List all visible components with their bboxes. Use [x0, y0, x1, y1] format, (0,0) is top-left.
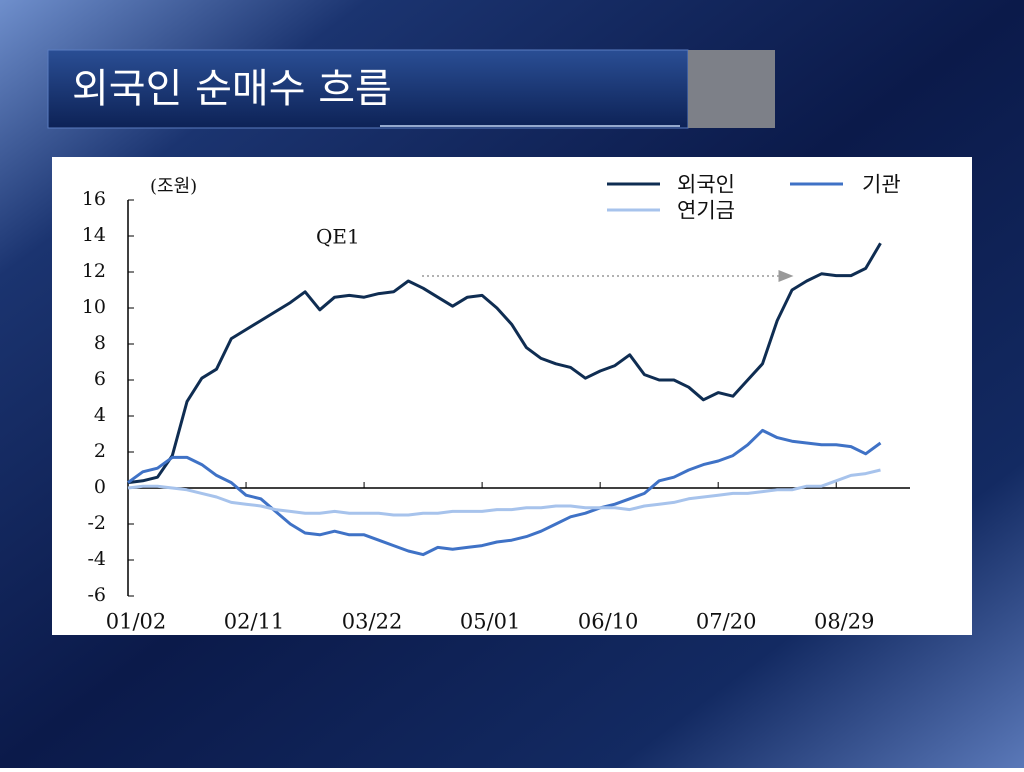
y-tick-label: 10 [82, 296, 106, 318]
legend-label: 외국인 [677, 173, 735, 197]
series-line [127, 428, 882, 557]
title-accent [688, 50, 775, 128]
plot: -6 -4 -2 0 2 4 6 8 10 12 14 16 01/02 02/11 03/22 05/01 0… [82, 173, 910, 634]
y-tick-label: 14 [82, 224, 106, 246]
y-tick-label: 2 [94, 440, 106, 462]
title-bar [47, 49, 689, 129]
series-line [127, 242, 882, 485]
x-tick-label: 07/20 [696, 610, 757, 634]
x-tick-label: 05/01 [460, 610, 521, 634]
annotation: QE1 [316, 225, 360, 249]
y-tick-label: -2 [87, 512, 106, 534]
legend-label: 기관 [862, 173, 901, 197]
slide-title: 외국인 순매수 흐름 [72, 66, 392, 112]
x-tick-label: 08/29 [814, 610, 875, 634]
y-tick-label: 4 [94, 404, 106, 426]
y-tick-label: 16 [82, 188, 106, 210]
y-tick-label: 0 [94, 476, 106, 498]
chart-area [52, 157, 972, 635]
x-tick-label: 02/11 [224, 610, 285, 634]
y-tick-label: 6 [94, 368, 106, 390]
x-tick-label: 03/22 [342, 610, 403, 634]
x-tick-label: 01/02 [106, 610, 167, 634]
y-tick-label: -6 [87, 584, 106, 606]
x-tick-label: 06/10 [578, 610, 639, 634]
y-tick-label: 12 [82, 260, 106, 282]
series-line [127, 468, 881, 517]
y-tick-label: 8 [94, 332, 106, 354]
y-tick-label: -4 [87, 548, 106, 570]
unit-label: (조원) [150, 176, 197, 197]
legend-label: 연기금 [677, 199, 735, 223]
